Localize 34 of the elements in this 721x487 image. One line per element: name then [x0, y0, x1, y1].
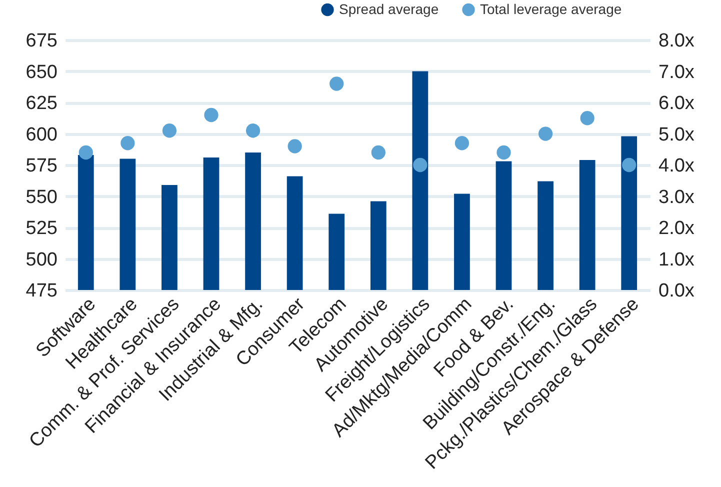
y-tick-label: 525 [26, 218, 58, 239]
point [413, 158, 428, 172]
y-tick-label: 500 [26, 249, 58, 270]
point [288, 139, 302, 154]
point [371, 145, 386, 160]
y2-tick-label: 6.0x [658, 93, 695, 114]
legend-label: Spread average [339, 0, 439, 17]
y-tick-label: 575 [26, 156, 58, 176]
point [496, 145, 511, 160]
y2-tick-label: 1.0x [658, 249, 695, 270]
y-tick-label: 650 [26, 62, 58, 83]
legend-label: Total leverage average [480, 0, 622, 17]
point [246, 124, 260, 138]
y-tick-label: 475 [26, 280, 58, 302]
point [120, 136, 135, 150]
point [330, 76, 344, 91]
point [538, 126, 553, 141]
y-tick-label: 550 [26, 186, 58, 208]
y2-tick-label: 3.0x [658, 186, 695, 208]
point [204, 108, 218, 122]
y-tick-label: 625 [26, 93, 58, 114]
y2-tick-label: 5.0x [658, 124, 695, 146]
y-tick-label: 600 [26, 124, 58, 146]
point [78, 145, 93, 160]
y2-tick-label: 4.0x [658, 156, 695, 176]
point [162, 124, 177, 138]
point [580, 111, 594, 126]
y2-tick-label: 2.0x [658, 218, 695, 239]
y2-tick-label: 8.0x [658, 30, 695, 52]
y2-tick-label: 0.0x [658, 280, 695, 302]
point [454, 136, 470, 150]
y-tick-label: 675 [26, 30, 58, 52]
y2-tick-label: 7.0x [658, 62, 695, 83]
point [622, 158, 636, 172]
